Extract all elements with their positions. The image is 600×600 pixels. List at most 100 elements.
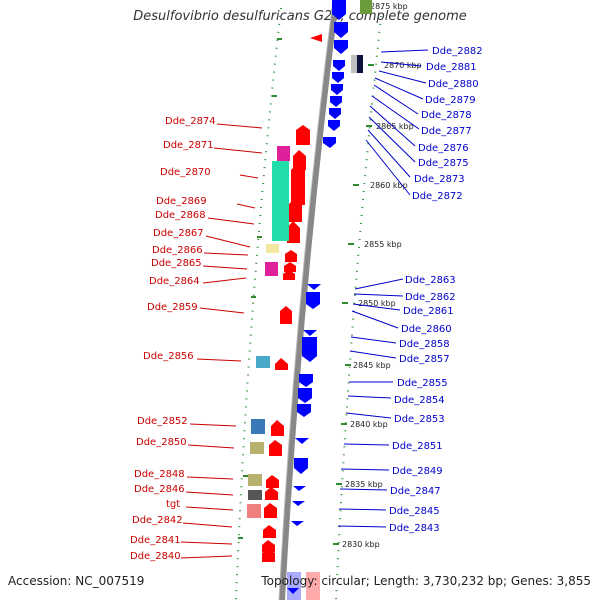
forward-genes xyxy=(262,34,322,562)
gene-arrow xyxy=(332,72,344,83)
ruler-label: 2870 kbp xyxy=(384,61,422,70)
domain-box xyxy=(250,442,264,454)
gene-label[interactable]: Dde_2849 xyxy=(392,466,443,477)
gene-label[interactable]: Dde_2871 xyxy=(163,140,214,151)
domain-box xyxy=(272,161,289,241)
gene-label[interactable]: Dde_2876 xyxy=(418,143,469,154)
left-labels: Dde_2874 Dde_2871 Dde_2870 Dde_2869 Dde_… xyxy=(130,116,216,562)
gene-label[interactable]: Dde_2875 xyxy=(418,158,469,169)
gene-arrow xyxy=(262,548,275,562)
gene-label[interactable]: Dde_2856 xyxy=(143,351,194,362)
left-track-marks xyxy=(238,38,282,539)
gene-arrow xyxy=(302,337,317,362)
domain-box xyxy=(247,504,261,518)
ruler-label: 2835 kbp xyxy=(345,480,383,489)
gene-label[interactable]: Dde_2866 xyxy=(152,245,203,256)
gene-label[interactable]: Dde_2851 xyxy=(392,441,443,452)
gene-label[interactable]: Dde_2846 xyxy=(134,484,185,495)
domain-box xyxy=(266,244,279,253)
topology-text: Topology: circular; Length: 3,730,232 bp… xyxy=(261,574,591,588)
gene-arrow xyxy=(264,503,277,518)
gene-label[interactable]: Dde_2872 xyxy=(412,191,463,202)
gene-label[interactable]: Dde_2868 xyxy=(155,210,206,221)
ruler-label: 2845 kbp xyxy=(353,361,391,370)
ruler-label: 2840 kbp xyxy=(350,420,388,429)
left-connectors xyxy=(180,123,263,559)
domain-box xyxy=(256,356,270,368)
gene-label[interactable]: Dde_2878 xyxy=(421,110,472,121)
gene-label[interactable]: Dde_2852 xyxy=(137,416,188,427)
gene-label[interactable]: Dde_2865 xyxy=(151,258,202,269)
gene-arrow xyxy=(328,120,340,131)
gene-arrow xyxy=(262,540,275,552)
ruler-labels: 2875 kbp 2870 kbp 2865 kbp 2860 kbp 2855… xyxy=(342,2,422,549)
gene-arrow xyxy=(288,198,302,222)
gene-label[interactable]: Dde_2853 xyxy=(394,414,445,425)
domain-box xyxy=(248,474,262,486)
gene-arrow xyxy=(284,262,296,272)
gene-label[interactable]: Dde_2879 xyxy=(425,95,476,106)
domain-box xyxy=(251,419,265,434)
gene-arrow xyxy=(298,388,312,403)
gene-arrow xyxy=(269,440,282,456)
gene-arrow xyxy=(280,306,292,324)
ruler-label: 2855 kbp xyxy=(364,240,402,249)
gene-label[interactable]: Dde_2860 xyxy=(401,324,452,335)
gene-label[interactable]: Dde_2842 xyxy=(132,515,183,526)
ruler-label: 2850 kbp xyxy=(358,299,396,308)
gene-label[interactable]: Dde_2863 xyxy=(405,275,456,286)
gene-arrow xyxy=(332,0,346,20)
gene-label[interactable]: Dde_2841 xyxy=(130,535,181,546)
ruler-label: 2830 kbp xyxy=(342,540,380,549)
genome-axis xyxy=(279,0,339,600)
gene-label[interactable]: Dde_2847 xyxy=(390,486,441,497)
gene-arrow xyxy=(297,404,311,417)
gene-arrow xyxy=(323,137,336,148)
gene-label[interactable]: Dde_2861 xyxy=(403,306,454,317)
gene-arrow xyxy=(285,250,297,262)
gene-label[interactable]: Dde_2855 xyxy=(397,378,448,389)
gene-label[interactable]: Dde_2854 xyxy=(394,395,445,406)
gene-arrow xyxy=(295,438,309,444)
domain-box xyxy=(287,572,301,600)
gene-label[interactable]: Dde_2882 xyxy=(432,46,483,57)
domain-box xyxy=(357,55,363,73)
gene-label[interactable]: tgt xyxy=(166,499,180,510)
gene-arrow xyxy=(334,22,348,38)
ruler-label: 2875 kbp xyxy=(370,2,408,11)
gene-arrow xyxy=(307,284,321,290)
gene-arrow xyxy=(265,487,278,500)
domain-box xyxy=(265,262,278,276)
gene-label[interactable]: Dde_2870 xyxy=(160,167,211,178)
gene-arrow xyxy=(283,270,295,280)
gene-label[interactable]: Dde_2859 xyxy=(147,302,198,313)
gene-arrow xyxy=(333,60,345,71)
gene-label[interactable]: Dde_2880 xyxy=(428,79,479,90)
gene-label[interactable]: Dde_2848 xyxy=(134,469,185,480)
gene-label[interactable]: Dde_2845 xyxy=(389,506,440,517)
gene-label[interactable]: Dde_2843 xyxy=(389,523,440,534)
gene-label[interactable]: Dde_2874 xyxy=(165,116,216,127)
domain-box xyxy=(248,490,262,500)
gene-arrow xyxy=(306,292,320,309)
ruler-label: 2865 kbp xyxy=(376,122,414,131)
accession-text: Accession: NC_007519 xyxy=(8,574,145,588)
gene-label[interactable]: Dde_2864 xyxy=(149,276,200,287)
gene-arrow xyxy=(303,330,317,336)
gene-label[interactable]: Dde_2869 xyxy=(156,196,207,207)
gene-label[interactable]: Dde_2862 xyxy=(405,292,456,303)
gene-label[interactable]: Dde_2881 xyxy=(426,62,477,73)
gene-arrow xyxy=(263,525,276,538)
gene-label[interactable]: Dde_2857 xyxy=(399,354,450,365)
reverse-genes xyxy=(287,0,348,594)
gene-label[interactable]: Dde_2840 xyxy=(130,551,181,562)
gene-label[interactable]: Dde_2850 xyxy=(136,437,187,448)
gene-label[interactable]: Dde_2873 xyxy=(414,174,465,185)
gene-arrow xyxy=(287,221,300,243)
gene-label[interactable]: Dde_2867 xyxy=(153,228,204,239)
gene-label[interactable]: Dde_2858 xyxy=(399,339,450,350)
gene-arrow xyxy=(294,458,308,474)
gene-arrow xyxy=(266,475,279,488)
gene-label[interactable]: Dde_2877 xyxy=(421,126,472,137)
